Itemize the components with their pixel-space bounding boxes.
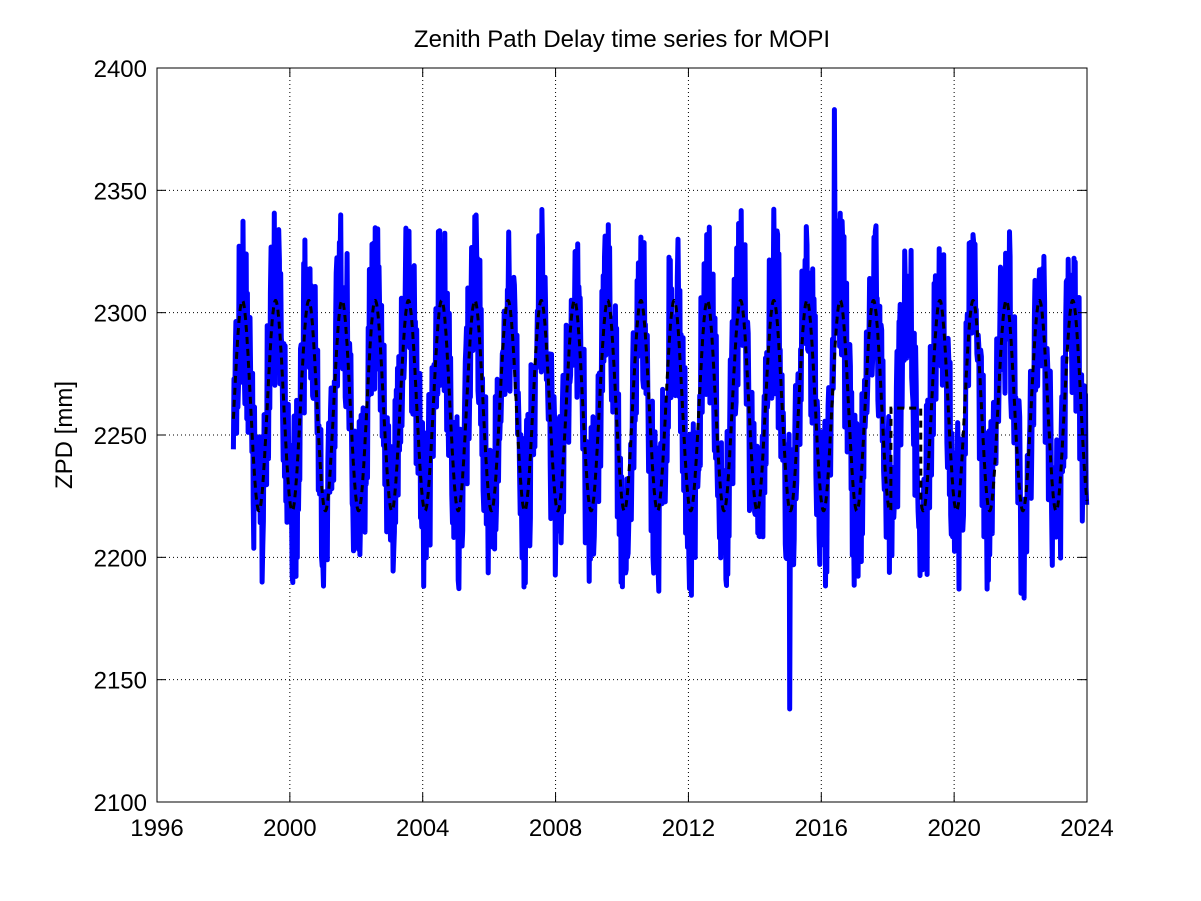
- y-tick-label: 2200: [94, 545, 147, 572]
- series-layer: [230, 107, 1090, 712]
- x-tick-label: 2004: [396, 815, 449, 842]
- y-tick-label: 2300: [94, 301, 147, 328]
- x-tick-label: 2016: [795, 815, 848, 842]
- x-tick-label: 2012: [662, 815, 715, 842]
- y-tick-label: 2350: [94, 178, 147, 205]
- x-tick-label: 2008: [529, 815, 582, 842]
- x-tick-label: 2020: [927, 815, 980, 842]
- x-tick-label: 1996: [130, 815, 183, 842]
- series-zpd-observed: [230, 107, 1090, 712]
- series-zpd-model: [231, 299, 1089, 513]
- y-tick-label: 2150: [94, 668, 147, 695]
- ticks: 1996 2000 2004 2008 2012 2016 2020 2024 2100 2150…: [94, 56, 1114, 842]
- y-tick-label: 2100: [94, 790, 147, 817]
- y-tick-label: 2400: [94, 56, 147, 83]
- x-tick-label: 2000: [263, 815, 316, 842]
- x-tick-label: 2024: [1060, 815, 1113, 842]
- y-tick-label: 2250: [94, 423, 147, 450]
- y-axis-label: ZPD [mm]: [51, 381, 78, 489]
- chart-title: Zenith Path Delay time series for MOPI: [414, 26, 830, 53]
